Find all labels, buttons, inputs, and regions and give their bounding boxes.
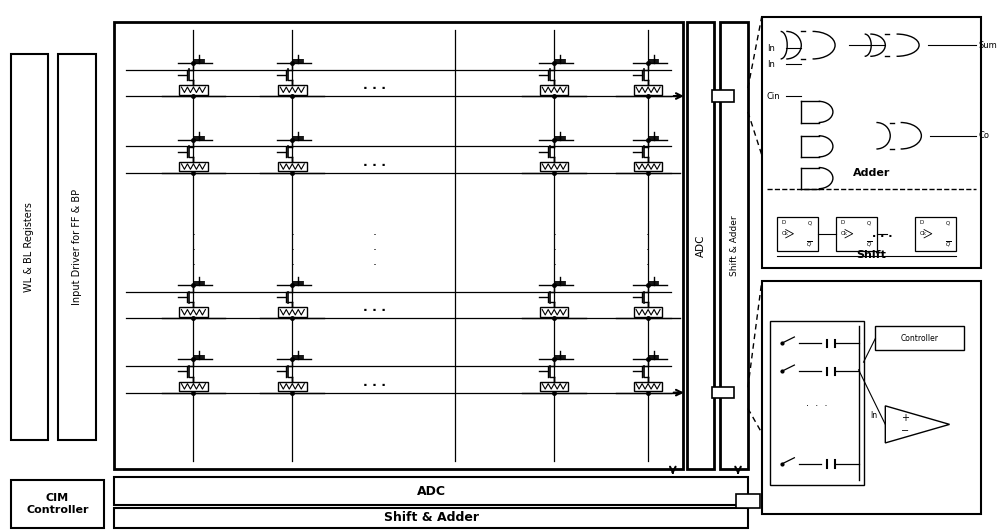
Bar [278,162,307,172]
Text: In: In [767,44,775,53]
Bar [634,307,662,317]
Bar [11,480,104,528]
Text: . . .: . . . [363,375,386,389]
Text: .
.
.: . . . [191,226,195,269]
Bar [634,85,662,95]
Text: Ck: Ck [841,230,848,236]
Bar [114,22,683,469]
Text: . . .: . . . [363,302,386,314]
Bar [712,90,734,102]
Text: In: In [870,410,877,419]
Text: +: + [901,413,909,423]
Text: ADC: ADC [695,234,705,257]
Text: . . .: . . . [363,79,386,92]
Bar [712,387,734,398]
Bar [179,162,208,172]
Bar [278,307,307,317]
Text: Q: Q [808,220,812,225]
Bar [875,327,964,350]
Text: In: In [767,60,775,68]
Text: D: D [782,220,786,225]
Bar [770,321,864,485]
Bar [540,382,568,391]
Text: . . .: . . . [872,229,893,239]
Bar [540,85,568,95]
Text: ADC: ADC [417,485,446,498]
Text: $\overline{Q}$: $\overline{Q}$ [945,240,951,250]
Text: .
.
.: . . . [290,226,294,269]
Text: .
.
.: . . . [372,226,376,269]
Bar [736,494,760,508]
Bar [540,162,568,172]
Text: D: D [841,220,845,225]
Bar [540,307,568,317]
Bar [915,217,956,251]
Text: Cin: Cin [767,91,780,100]
Bar [179,382,208,391]
Bar [114,508,748,528]
Text: $\overline{Q}$: $\overline{Q}$ [806,240,813,250]
Bar [836,217,877,251]
Bar [11,54,48,440]
Text: Q: Q [867,220,871,225]
Text: .
.
.: . . . [646,226,650,269]
Text: Adder: Adder [853,168,890,178]
Bar [278,85,307,95]
Text: Input Driver for FF & BP: Input Driver for FF & BP [72,189,82,305]
Text: Co: Co [978,131,989,140]
Text: Shift & Adder: Shift & Adder [730,216,739,276]
Text: $\overline{Q}$: $\overline{Q}$ [866,240,872,250]
Text: WL & BL Registers: WL & BL Registers [24,202,34,292]
Text: D: D [920,220,924,225]
Text: Sum: Sum [978,41,997,50]
Text: .
.
.: . . . [552,226,556,269]
Text: Q: Q [946,220,950,225]
Bar [762,16,981,268]
Text: Shift & Adder: Shift & Adder [384,511,479,524]
Bar [278,382,307,391]
Bar [179,307,208,317]
Bar [687,22,714,469]
Bar [777,217,818,251]
Bar [179,85,208,95]
Text: Shift: Shift [857,250,886,260]
Text: Controller: Controller [901,334,939,343]
Polygon shape [885,406,950,443]
Bar [58,54,96,440]
Text: . . .: . . . [363,156,386,169]
Text: .  .  .: . . . [806,398,827,408]
Text: Ck: Ck [782,230,789,236]
Bar [634,162,662,172]
Bar [720,22,748,469]
Bar [114,477,748,505]
Text: −: − [901,426,909,436]
Text: CIM
Controller: CIM Controller [26,493,89,515]
Text: Ck: Ck [920,230,927,236]
Bar [634,382,662,391]
Bar [762,281,981,515]
